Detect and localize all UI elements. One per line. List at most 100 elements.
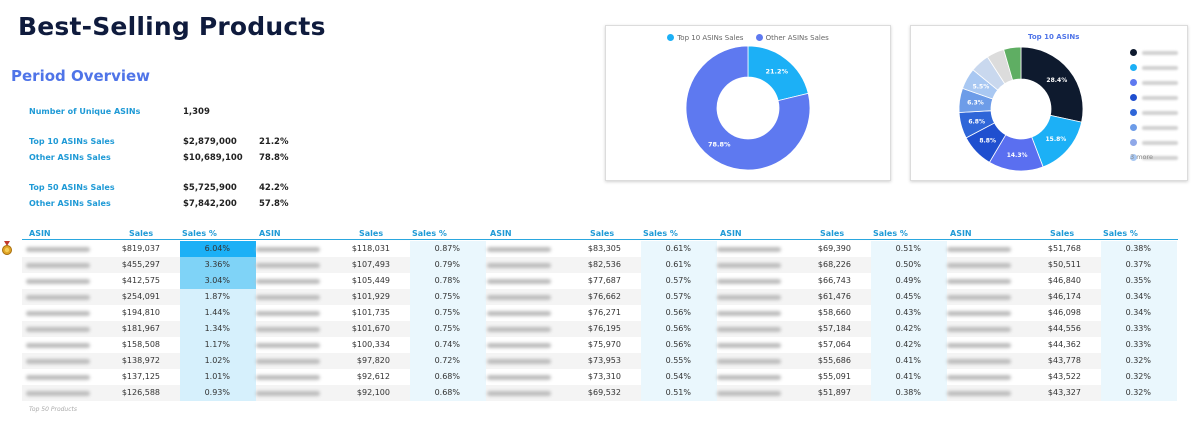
redacted-asin[interactable] bbox=[26, 343, 90, 348]
redacted-asin[interactable] bbox=[487, 375, 551, 380]
summary-label: Other ASINs Sales bbox=[29, 199, 111, 208]
top10-legend-item[interactable] bbox=[1130, 108, 1180, 118]
column-header-asin[interactable]: ASIN bbox=[259, 229, 281, 238]
legend-dot-icon bbox=[1130, 94, 1137, 101]
redacted-asin[interactable] bbox=[26, 375, 90, 380]
column-header-sales-pct[interactable]: Sales % bbox=[412, 229, 447, 238]
top10-slice-label: 6.3% bbox=[967, 100, 984, 107]
column-header-asin[interactable]: ASIN bbox=[490, 229, 512, 238]
redacted-asin[interactable] bbox=[26, 263, 90, 268]
redacted-asin[interactable] bbox=[947, 247, 1011, 252]
legend-more-link[interactable]: 3 more bbox=[1130, 153, 1154, 161]
redacted-asin[interactable] bbox=[256, 375, 320, 380]
redacted-asin[interactable] bbox=[256, 327, 320, 332]
chart-title: Top 10 ASINs bbox=[1028, 33, 1080, 41]
medal-icon bbox=[2, 241, 12, 255]
redacted-asin[interactable] bbox=[947, 279, 1011, 284]
redacted-asin[interactable] bbox=[487, 327, 551, 332]
redacted-asin[interactable] bbox=[947, 263, 1011, 268]
redacted-asin-label bbox=[1142, 96, 1178, 100]
column-header-asin[interactable]: ASIN bbox=[950, 229, 972, 238]
redacted-asin[interactable] bbox=[487, 263, 551, 268]
redacted-asin[interactable] bbox=[256, 279, 320, 284]
redacted-asin[interactable] bbox=[947, 295, 1011, 300]
sales-cell: $82,536 bbox=[587, 260, 621, 269]
redacted-asin[interactable] bbox=[947, 311, 1011, 316]
redacted-asin[interactable] bbox=[717, 327, 781, 332]
redacted-asin[interactable] bbox=[256, 311, 320, 316]
donut-chart-top10[interactable]: 28.4% 15.8% 14.3% 8.8% 6.8% 6.3% 5.5% bbox=[911, 26, 1187, 180]
redacted-asin[interactable] bbox=[717, 375, 781, 380]
redacted-asin[interactable] bbox=[26, 295, 90, 300]
redacted-asin[interactable] bbox=[256, 359, 320, 364]
redacted-asin[interactable] bbox=[487, 247, 551, 252]
column-header-sales-pct[interactable]: Sales % bbox=[182, 229, 217, 238]
sales-pct-cell: 0.56% bbox=[665, 324, 691, 333]
redacted-asin[interactable] bbox=[947, 375, 1011, 380]
redacted-asin[interactable] bbox=[717, 343, 781, 348]
top10-slice[interactable] bbox=[1020, 46, 1084, 123]
redacted-asin[interactable] bbox=[26, 247, 90, 252]
sales-pct-cell: 0.43% bbox=[895, 308, 921, 317]
sales-cell: $66,743 bbox=[817, 276, 851, 285]
pct-cell-bg bbox=[871, 353, 947, 369]
top10-legend-item[interactable] bbox=[1130, 138, 1180, 148]
redacted-asin[interactable] bbox=[487, 295, 551, 300]
redacted-asin[interactable] bbox=[26, 359, 90, 364]
redacted-asin[interactable] bbox=[26, 391, 90, 396]
column-header-sales[interactable]: Sales bbox=[1050, 229, 1075, 238]
column-header-sales[interactable]: Sales bbox=[590, 229, 615, 238]
redacted-asin[interactable] bbox=[487, 391, 551, 396]
top10-legend-item[interactable] bbox=[1130, 93, 1180, 103]
redacted-asin[interactable] bbox=[487, 343, 551, 348]
column-header-sales-pct[interactable]: Sales % bbox=[873, 229, 908, 238]
redacted-asin[interactable] bbox=[256, 343, 320, 348]
legend-item-other[interactable]: Other ASINs Sales bbox=[755, 34, 829, 42]
redacted-asin[interactable] bbox=[717, 295, 781, 300]
sales-pct-cell: 0.38% bbox=[895, 388, 921, 397]
section-title: Period Overview bbox=[11, 67, 151, 85]
legend-item-top10[interactable]: Top 10 ASINs Sales bbox=[667, 34, 743, 42]
column-header-asin[interactable]: ASIN bbox=[29, 229, 51, 238]
donut-chart-sales-split[interactable]: 21.2% 78.8% bbox=[606, 26, 890, 180]
column-header-sales-pct[interactable]: Sales % bbox=[1103, 229, 1138, 238]
column-header-sales[interactable]: Sales bbox=[820, 229, 845, 238]
top10-legend-item[interactable] bbox=[1130, 153, 1180, 163]
redacted-asin[interactable] bbox=[717, 311, 781, 316]
redacted-asin[interactable] bbox=[947, 359, 1011, 364]
redacted-asin[interactable] bbox=[717, 279, 781, 284]
redacted-asin[interactable] bbox=[717, 247, 781, 252]
column-header-sales[interactable]: Sales bbox=[129, 229, 154, 238]
column-header-asin[interactable]: ASIN bbox=[720, 229, 742, 238]
column-header-sales[interactable]: Sales bbox=[359, 229, 384, 238]
sales-cell: $76,195 bbox=[587, 324, 621, 333]
pct-cell-bg bbox=[641, 321, 717, 337]
redacted-asin[interactable] bbox=[487, 311, 551, 316]
redacted-asin[interactable] bbox=[256, 247, 320, 252]
redacted-asin[interactable] bbox=[487, 279, 551, 284]
redacted-asin[interactable] bbox=[717, 359, 781, 364]
sales-pct-cell: 0.55% bbox=[665, 356, 691, 365]
redacted-asin[interactable] bbox=[26, 311, 90, 316]
redacted-asin[interactable] bbox=[487, 359, 551, 364]
pct-cell-bg bbox=[641, 385, 717, 401]
top10-legend-item[interactable] bbox=[1130, 63, 1180, 73]
redacted-asin[interactable] bbox=[256, 295, 320, 300]
redacted-asin[interactable] bbox=[717, 263, 781, 268]
top10-slice-label: 8.8% bbox=[979, 138, 996, 145]
redacted-asin[interactable] bbox=[26, 279, 90, 284]
redacted-asin[interactable] bbox=[947, 327, 1011, 332]
top10-legend-item[interactable] bbox=[1130, 123, 1180, 133]
sales-split-slice[interactable] bbox=[685, 45, 811, 171]
redacted-asin[interactable] bbox=[717, 391, 781, 396]
redacted-asin[interactable] bbox=[947, 343, 1011, 348]
redacted-asin[interactable] bbox=[256, 263, 320, 268]
redacted-asin[interactable] bbox=[26, 327, 90, 332]
redacted-asin-label bbox=[1142, 156, 1178, 160]
column-header-sales-pct[interactable]: Sales % bbox=[643, 229, 678, 238]
top10-slice[interactable] bbox=[1003, 46, 1022, 81]
top10-legend-item[interactable] bbox=[1130, 48, 1180, 58]
top10-legend-item[interactable] bbox=[1130, 78, 1180, 88]
redacted-asin[interactable] bbox=[256, 391, 320, 396]
redacted-asin[interactable] bbox=[947, 391, 1011, 396]
